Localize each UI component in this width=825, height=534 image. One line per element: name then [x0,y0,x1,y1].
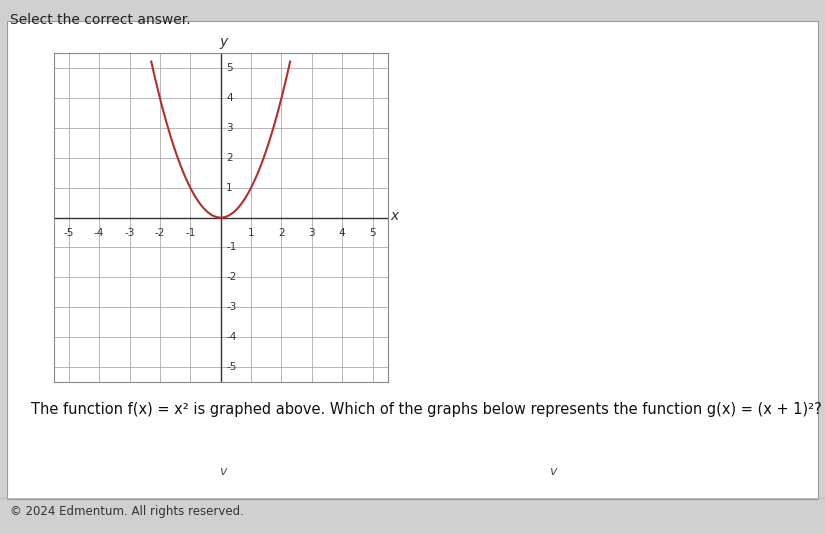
Text: -2: -2 [226,272,237,282]
Text: -5: -5 [64,228,74,238]
Text: 4: 4 [226,93,233,103]
FancyBboxPatch shape [0,498,825,499]
Text: 3: 3 [226,123,233,133]
Text: Select the correct answer.: Select the correct answer. [10,13,191,27]
Text: © 2024 Edmentum. All rights reserved.: © 2024 Edmentum. All rights reserved. [10,505,243,518]
Text: y: y [219,35,228,49]
Text: 1: 1 [248,228,254,238]
Text: -3: -3 [226,302,237,312]
Text: 4: 4 [339,228,346,238]
Text: -4: -4 [94,228,105,238]
Text: -1: -1 [226,242,237,253]
Text: 3: 3 [309,228,315,238]
Text: -2: -2 [155,228,165,238]
Text: 5: 5 [370,228,376,238]
Text: -3: -3 [125,228,134,238]
Text: -4: -4 [226,332,237,342]
Text: v: v [219,465,226,478]
Text: 5: 5 [226,64,233,73]
Text: 2: 2 [226,153,233,163]
FancyBboxPatch shape [7,21,818,499]
Text: x: x [391,209,399,223]
Text: -5: -5 [226,362,237,372]
Text: 2: 2 [278,228,285,238]
Text: v: v [549,465,556,478]
Text: 1: 1 [226,183,233,193]
Text: -1: -1 [185,228,196,238]
Text: The function f(x) = x² is graphed above. Which of the graphs below represents th: The function f(x) = x² is graphed above.… [31,402,822,417]
